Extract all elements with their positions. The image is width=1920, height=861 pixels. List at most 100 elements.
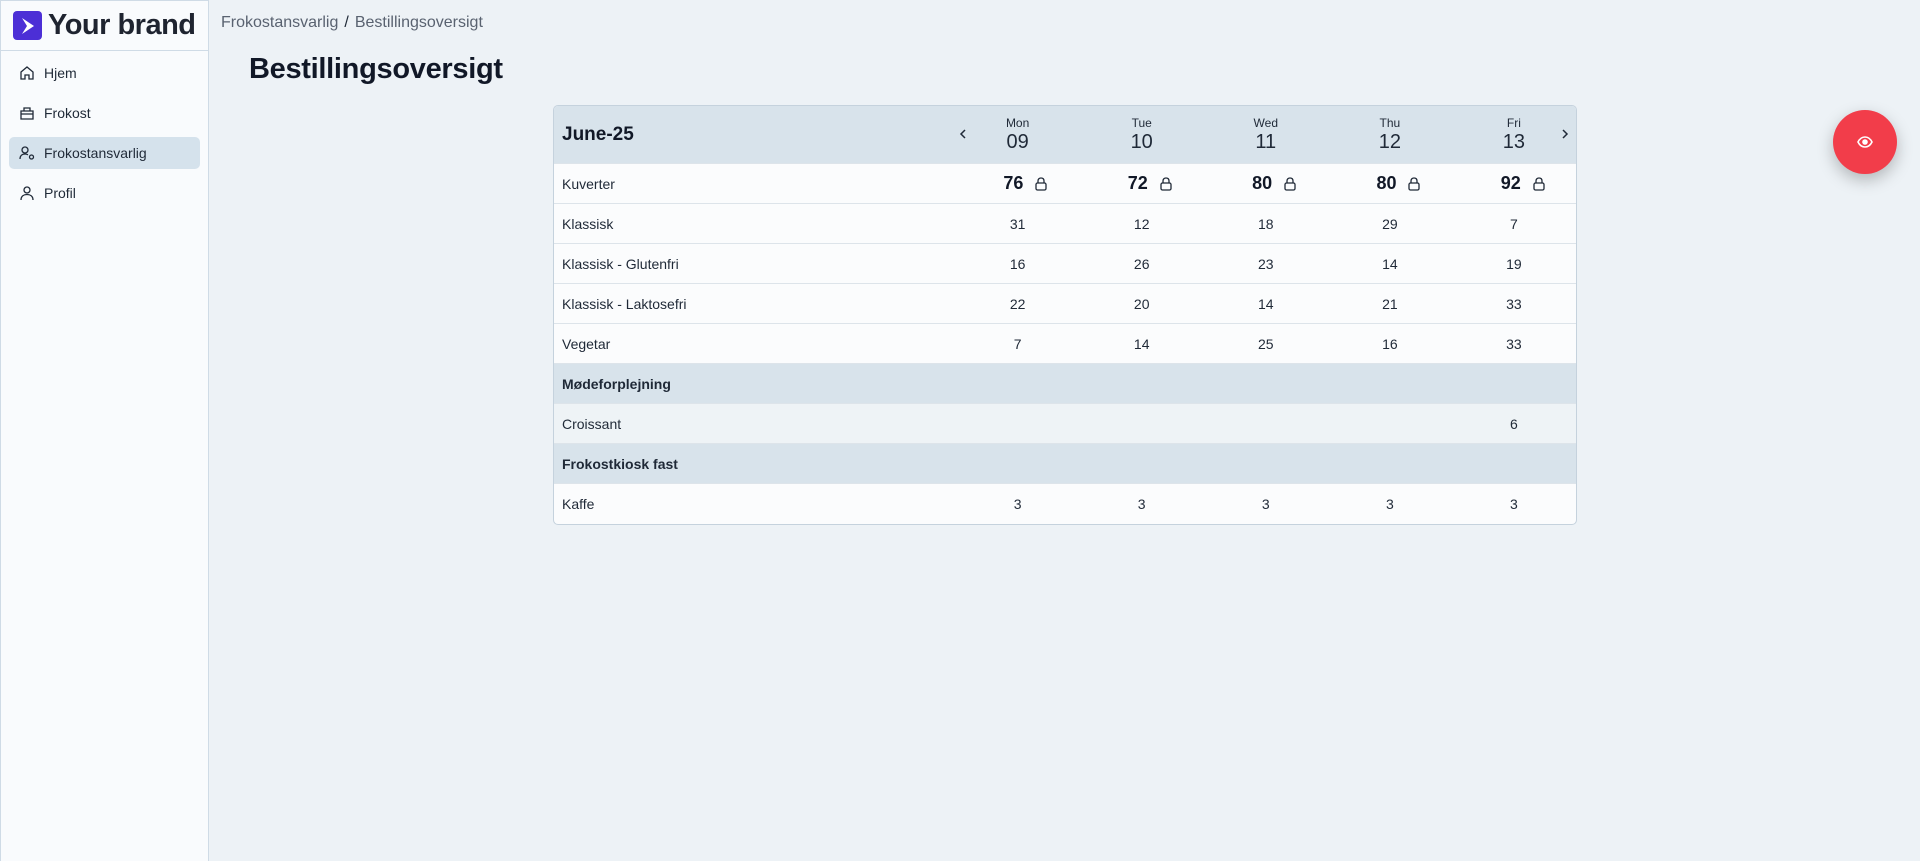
day-number: 11 bbox=[1255, 130, 1277, 153]
table-cell: 21 bbox=[1382, 295, 1398, 312]
covers-cell: 80 bbox=[1327, 173, 1451, 194]
day-name: Mon bbox=[1005, 115, 1030, 130]
section-header: Mødeforplejning bbox=[554, 363, 1576, 403]
brand-logo-icon bbox=[13, 11, 42, 40]
row-label: Kaffe bbox=[562, 496, 595, 512]
sidebar-item-hjem[interactable]: Hjem bbox=[9, 57, 200, 89]
covers-cell: 72 bbox=[1079, 173, 1203, 194]
table-cell: 7 bbox=[1510, 215, 1518, 232]
table-cell: 3 bbox=[1385, 496, 1394, 512]
day-number: 13 bbox=[1502, 130, 1526, 153]
day-name: Fri bbox=[1506, 115, 1521, 130]
row-label: Kuverter bbox=[562, 175, 615, 192]
section-label: Mødeforplejning bbox=[562, 375, 671, 392]
table-cell: 16 bbox=[1009, 255, 1026, 272]
covers-value: 80 bbox=[1252, 173, 1273, 193]
day-number: 10 bbox=[1130, 130, 1153, 153]
table-cell: 26 bbox=[1133, 255, 1150, 272]
row-label: Klassisk - Glutenfri bbox=[562, 255, 679, 272]
chevron-right-icon[interactable] bbox=[1557, 124, 1573, 144]
covers-row: Kuverter 76 72 80 80 92 bbox=[554, 163, 1576, 203]
row-label: Croissant bbox=[562, 415, 622, 432]
sidebar-item-profil[interactable]: Profil bbox=[9, 177, 200, 209]
page-title: Bestillingsoversigt bbox=[249, 53, 503, 85]
covers-value: 92 bbox=[1500, 173, 1521, 193]
sidebar-nav: Hjem Frokost Frokostansvarlig Profil bbox=[1, 51, 208, 223]
table-cell: 20 bbox=[1133, 295, 1150, 312]
day-header: Fri 13 bbox=[1452, 116, 1576, 154]
table-cell: 22 bbox=[1009, 295, 1026, 312]
brand[interactable]: Your brand bbox=[1, 1, 208, 51]
table-cell: 3 bbox=[1261, 496, 1270, 512]
row-label: Klassisk - Laktosefri bbox=[562, 295, 687, 312]
table-cell: 29 bbox=[1382, 215, 1398, 232]
covers-value: 80 bbox=[1376, 173, 1397, 193]
sidebar-item-label: Frokost bbox=[44, 105, 91, 121]
eye-icon bbox=[1857, 136, 1873, 148]
lock-icon[interactable] bbox=[1282, 176, 1298, 192]
order-table: June-25 Mon 09 Tue 10 Wed 11 Thu 12 Fri 13 Ku… bbox=[553, 105, 1577, 525]
table-cell: 3 bbox=[1510, 496, 1518, 512]
day-header: Thu 12 bbox=[1328, 116, 1452, 154]
table-header: June-25 Mon 09 Tue 10 Wed 11 Thu 12 Fri 13 bbox=[554, 106, 1576, 163]
day-header: Tue 10 bbox=[1080, 116, 1204, 154]
lock-icon[interactable] bbox=[1158, 176, 1174, 192]
section-header: Frokostkiosk fast bbox=[554, 443, 1576, 483]
lock-icon[interactable] bbox=[1033, 176, 1049, 192]
sidebar-item-frokostansvarlig[interactable]: Frokostansvarlig bbox=[9, 137, 200, 169]
lock-icon[interactable] bbox=[1531, 176, 1547, 192]
section-label: Frokostkiosk fast bbox=[562, 455, 678, 472]
covers-value: 72 bbox=[1127, 173, 1148, 193]
day-name: Tue bbox=[1131, 115, 1152, 130]
table-row: Croissant 6 bbox=[554, 403, 1576, 443]
covers-cell: 92 bbox=[1452, 173, 1576, 194]
table-cell: 31 bbox=[1009, 215, 1026, 232]
day-name: Wed bbox=[1253, 115, 1278, 130]
table-cell: 3 bbox=[1013, 496, 1022, 512]
lunchbox-icon bbox=[19, 105, 35, 121]
preview-fab-button[interactable] bbox=[1833, 110, 1897, 174]
table-cell: 33 bbox=[1506, 335, 1522, 352]
sidebar: Your brand Hjem Frokost Frokostansvarlig… bbox=[0, 0, 209, 861]
table-row: Kaffe 3 3 3 3 3 bbox=[554, 483, 1576, 524]
table-row: Vegetar 7 14 25 16 33 bbox=[554, 323, 1576, 363]
table-cell: 14 bbox=[1382, 255, 1398, 272]
row-label: Klassisk bbox=[562, 215, 614, 232]
table-cell: 12 bbox=[1133, 215, 1150, 232]
table-cell: 14 bbox=[1257, 295, 1274, 312]
table-row: Klassisk 31 12 18 29 7 bbox=[554, 203, 1576, 243]
row-label: Vegetar bbox=[562, 335, 611, 352]
table-row: Klassisk - Glutenfri 16 26 23 14 19 bbox=[554, 243, 1576, 283]
user-settings-icon bbox=[19, 145, 35, 161]
covers-value: 76 bbox=[1003, 173, 1024, 193]
table-cell: 14 bbox=[1133, 335, 1150, 352]
covers-cell: 76 bbox=[954, 173, 1078, 194]
sidebar-item-label: Hjem bbox=[44, 65, 77, 81]
table-cell: 25 bbox=[1257, 335, 1274, 352]
table-cell: 23 bbox=[1257, 255, 1274, 272]
covers-cell: 80 bbox=[1203, 173, 1327, 194]
chevron-left-icon[interactable] bbox=[955, 124, 971, 144]
period-label: June-25 bbox=[562, 123, 634, 145]
sidebar-item-label: Frokostansvarlig bbox=[44, 145, 147, 161]
day-header: Mon 09 bbox=[956, 116, 1080, 154]
sidebar-item-label: Profil bbox=[44, 185, 76, 201]
table-cell: 16 bbox=[1382, 335, 1398, 352]
breadcrumb-current: Bestillingsoversigt bbox=[354, 14, 483, 31]
day-number: 12 bbox=[1378, 130, 1401, 153]
brand-name: Your brand bbox=[48, 9, 196, 41]
table-row: Klassisk - Laktosefri 22 20 14 21 33 bbox=[554, 283, 1576, 323]
breadcrumb-parent[interactable]: Frokostansvarlig bbox=[221, 14, 339, 31]
lock-icon[interactable] bbox=[1406, 176, 1422, 192]
day-name: Thu bbox=[1379, 115, 1401, 130]
breadcrumb-separator: / bbox=[344, 14, 349, 31]
table-cell: 19 bbox=[1506, 255, 1522, 272]
home-icon bbox=[19, 65, 35, 81]
table-cell: 18 bbox=[1257, 215, 1274, 232]
table-cell: 3 bbox=[1137, 496, 1146, 512]
day-number: 09 bbox=[1006, 130, 1029, 153]
day-header: Wed 11 bbox=[1204, 116, 1328, 154]
user-icon bbox=[19, 185, 35, 201]
table-cell: 33 bbox=[1506, 295, 1522, 312]
sidebar-item-frokost[interactable]: Frokost bbox=[9, 97, 200, 129]
